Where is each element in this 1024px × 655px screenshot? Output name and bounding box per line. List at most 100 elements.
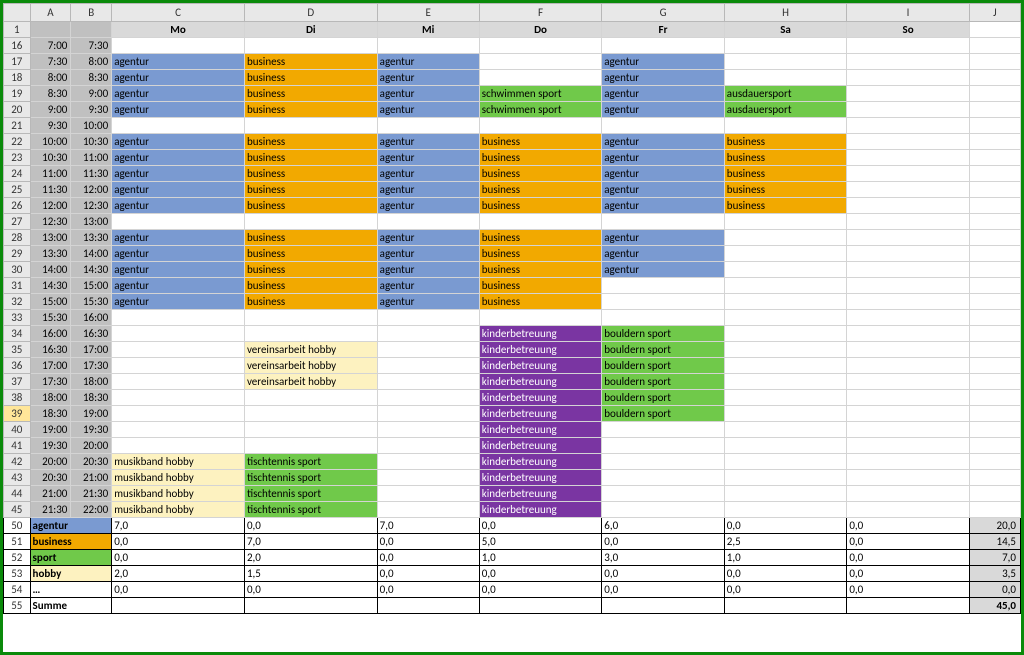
select-all-corner[interactable] (4, 4, 31, 22)
schedule-cell[interactable]: business (244, 198, 377, 214)
row-header[interactable]: 42 (4, 454, 31, 470)
schedule-cell[interactable] (847, 502, 970, 518)
schedule-cell[interactable]: agentur (602, 182, 725, 198)
summary-value[interactable]: 0,0 (112, 582, 245, 598)
schedule-cell[interactable]: agentur (377, 54, 479, 70)
row-header[interactable]: 54 (4, 582, 31, 598)
summary-label[interactable]: sport (30, 550, 112, 566)
time-from[interactable]: 8:00 (30, 70, 71, 86)
summary-value[interactable]: 5,0 (479, 534, 602, 550)
cell[interactable] (969, 278, 1020, 294)
schedule-cell[interactable] (244, 406, 377, 422)
cell[interactable] (479, 598, 602, 614)
schedule-cell[interactable] (602, 454, 725, 470)
schedule-cell[interactable]: agentur (112, 134, 245, 150)
schedule-cell[interactable] (112, 118, 245, 134)
schedule-cell[interactable]: business (244, 166, 377, 182)
row-header[interactable]: 17 (4, 54, 31, 70)
time-from[interactable]: 19:30 (30, 438, 71, 454)
time-from[interactable]: 19:00 (30, 422, 71, 438)
time-from[interactable]: 18:00 (30, 390, 71, 406)
time-to[interactable]: 13:00 (71, 214, 112, 230)
time-to[interactable]: 7:30 (71, 38, 112, 54)
schedule-cell[interactable]: agentur (112, 262, 245, 278)
schedule-cell[interactable] (724, 230, 847, 246)
cell[interactable] (969, 198, 1020, 214)
summary-value[interactable]: 0,0 (847, 566, 970, 582)
summary-value[interactable]: 0,0 (377, 582, 479, 598)
schedule-cell[interactable]: kinderbetreuung (479, 422, 602, 438)
row-header[interactable]: 33 (4, 310, 31, 326)
summary-total[interactable]: 14,5 (969, 534, 1020, 550)
schedule-cell[interactable]: tischtennis sport (244, 470, 377, 486)
summary-value[interactable]: 0,0 (847, 534, 970, 550)
cell[interactable] (969, 262, 1020, 278)
cell[interactable] (969, 454, 1020, 470)
col-header-G[interactable]: G (602, 4, 725, 22)
schedule-cell[interactable]: agentur (112, 86, 245, 102)
schedule-cell[interactable] (847, 470, 970, 486)
schedule-cell[interactable] (244, 118, 377, 134)
schedule-cell[interactable] (724, 406, 847, 422)
cell[interactable] (969, 182, 1020, 198)
time-to[interactable]: 17:00 (71, 342, 112, 358)
schedule-cell[interactable] (112, 310, 245, 326)
schedule-cell[interactable]: agentur (377, 166, 479, 182)
schedule-cell[interactable]: business (479, 230, 602, 246)
time-from[interactable]: 21:00 (30, 486, 71, 502)
schedule-cell[interactable]: business (479, 294, 602, 310)
schedule-cell[interactable] (479, 118, 602, 134)
time-to[interactable]: 15:00 (71, 278, 112, 294)
cell[interactable] (377, 598, 479, 614)
schedule-cell[interactable]: bouldern sport (602, 374, 725, 390)
cell[interactable] (969, 358, 1020, 374)
cell[interactable] (969, 502, 1020, 518)
summary-label[interactable]: agentur (30, 518, 112, 534)
time-to[interactable]: 11:30 (71, 166, 112, 182)
schedule-cell[interactable]: agentur (377, 278, 479, 294)
row-header[interactable]: 27 (4, 214, 31, 230)
row-header[interactable]: 31 (4, 278, 31, 294)
schedule-cell[interactable]: business (724, 166, 847, 182)
time-from[interactable]: 11:00 (30, 166, 71, 182)
schedule-cell[interactable]: business (479, 278, 602, 294)
schedule-cell[interactable] (112, 342, 245, 358)
schedule-cell[interactable]: agentur (602, 166, 725, 182)
schedule-cell[interactable]: business (244, 86, 377, 102)
day-header-sa[interactable]: Sa (724, 22, 847, 38)
time-to[interactable]: 21:00 (71, 470, 112, 486)
schedule-cell[interactable] (724, 118, 847, 134)
cell[interactable] (969, 214, 1020, 230)
time-to[interactable]: 11:00 (71, 150, 112, 166)
time-to[interactable]: 22:00 (71, 502, 112, 518)
schedule-cell[interactable] (724, 422, 847, 438)
day-header-fr[interactable]: Fr (602, 22, 725, 38)
time-from[interactable]: 9:00 (30, 102, 71, 118)
time-to[interactable]: 19:00 (71, 406, 112, 422)
cell[interactable] (112, 598, 245, 614)
schedule-cell[interactable]: business (244, 278, 377, 294)
time-from[interactable]: 7:00 (30, 38, 71, 54)
schedule-cell[interactable] (479, 310, 602, 326)
schedule-cell[interactable]: agentur (377, 70, 479, 86)
schedule-cell[interactable] (377, 326, 479, 342)
schedule-cell[interactable]: kinderbetreuung (479, 374, 602, 390)
row-header[interactable]: 40 (4, 422, 31, 438)
row-header[interactable]: 23 (4, 150, 31, 166)
summary-value[interactable]: 0,0 (479, 566, 602, 582)
row-header[interactable]: 24 (4, 166, 31, 182)
schedule-cell[interactable] (377, 406, 479, 422)
time-from[interactable]: 13:00 (30, 230, 71, 246)
schedule-cell[interactable]: business (479, 134, 602, 150)
grand-total-label[interactable]: Summe (30, 598, 112, 614)
schedule-cell[interactable] (112, 422, 245, 438)
schedule-cell[interactable]: agentur (602, 102, 725, 118)
schedule-cell[interactable] (724, 470, 847, 486)
schedule-cell[interactable] (377, 118, 479, 134)
schedule-cell[interactable]: bouldern sport (602, 406, 725, 422)
schedule-cell[interactable]: musikband hobby (112, 502, 245, 518)
schedule-cell[interactable] (847, 310, 970, 326)
time-from[interactable]: 7:30 (30, 54, 71, 70)
schedule-cell[interactable] (602, 422, 725, 438)
schedule-cell[interactable] (847, 358, 970, 374)
